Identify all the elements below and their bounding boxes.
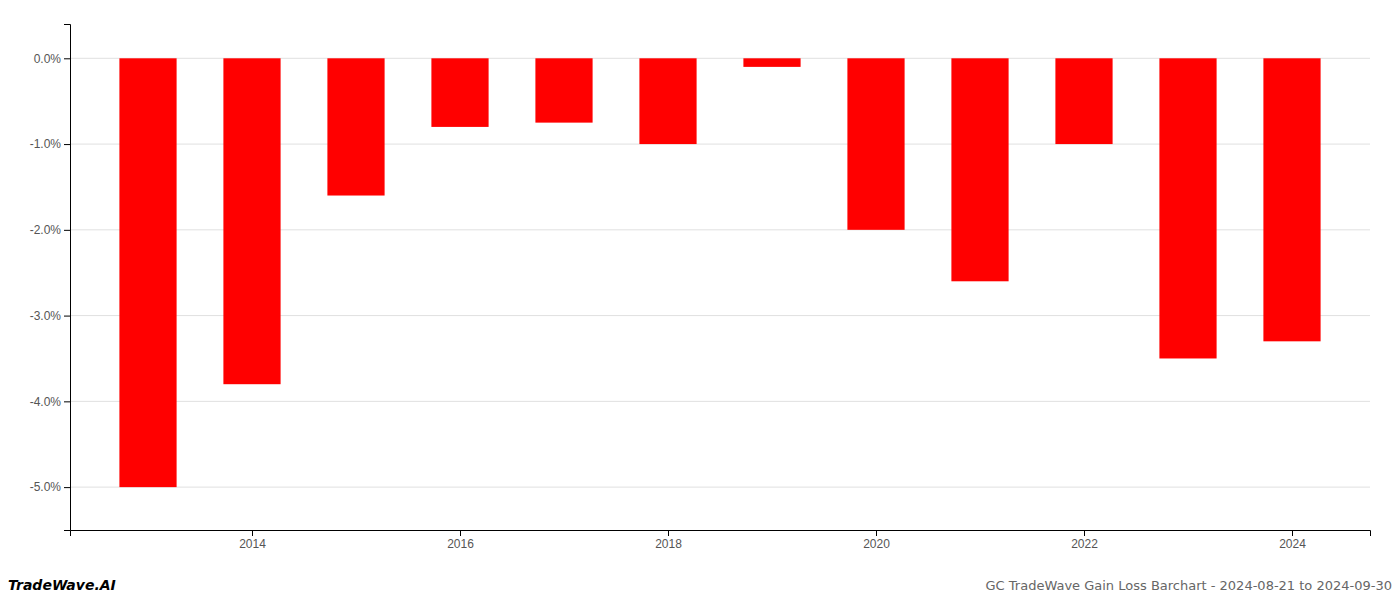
x-tick: 2024 — [1279, 530, 1306, 551]
y-axis-line — [64, 25, 71, 531]
bar — [743, 58, 800, 67]
x-tick-mark — [460, 530, 461, 536]
x-tick-label: 2024 — [1279, 537, 1306, 551]
bar — [223, 58, 280, 384]
y-tick-mark — [64, 144, 70, 145]
y-tick-label: 0.0% — [34, 52, 62, 66]
y-tick-mark — [64, 58, 70, 59]
x-tick-mark — [252, 530, 253, 536]
y-tick: -4.0% — [30, 395, 70, 409]
x-tick: 2018 — [655, 530, 682, 551]
x-tick: 2020 — [863, 530, 890, 551]
grid-line — [70, 401, 1370, 402]
bar — [327, 58, 384, 195]
y-tick: 0.0% — [34, 52, 70, 66]
x-tick-mark — [876, 530, 877, 536]
x-tick-mark — [1084, 530, 1085, 536]
y-tick-mark — [64, 316, 70, 317]
bar — [119, 58, 176, 487]
x-tick: 2014 — [239, 530, 266, 551]
bar — [431, 58, 488, 127]
y-tick: -5.0% — [30, 480, 70, 494]
bar — [639, 58, 696, 144]
x-tick-label: 2020 — [863, 537, 890, 551]
x-tick: 2016 — [447, 530, 474, 551]
bar — [1159, 58, 1216, 358]
bar — [847, 58, 904, 230]
y-tick-mark — [64, 401, 70, 402]
x-tick-mark — [668, 530, 669, 536]
grid — [70, 58, 1370, 487]
y-tick-label: -4.0% — [30, 395, 62, 409]
y-tick-label: -5.0% — [30, 480, 62, 494]
chart: 201420162018202020222024-5.0%-4.0%-3.0%-… — [0, 0, 1400, 600]
y-tick: -1.0% — [30, 137, 70, 151]
y-tick: -2.0% — [30, 223, 70, 237]
title: GC TradeWave Gain Loss Barchart - 2024-0… — [986, 578, 1392, 593]
watermark: TradeWave.AI — [8, 577, 116, 593]
x-tick-label: 2022 — [1071, 537, 1098, 551]
y-tick-mark — [64, 230, 70, 231]
grid-line — [70, 487, 1370, 488]
x-axis: 2014 2016 2018 2020 2022 2024 — [71, 530, 1371, 551]
y-axis: -5.0% -4.0% -3.0% -2.0% -1.0% 0.0% — [30, 25, 71, 531]
plot: 201420162018202020222024-5.0%-4.0%-3.0%-… — [30, 25, 1371, 551]
x-axis-line — [71, 531, 1371, 537]
y-tick: -3.0% — [30, 309, 70, 323]
y-tick-label: -3.0% — [30, 309, 62, 323]
bar — [951, 58, 1008, 281]
bars — [119, 58, 1320, 487]
bar — [1055, 58, 1112, 144]
x-tick-label: 2014 — [239, 537, 266, 551]
x-tick-label: 2016 — [447, 537, 474, 551]
x-tick-label: 2018 — [655, 537, 682, 551]
x-tick-mark — [1292, 530, 1293, 536]
y-tick-mark — [64, 487, 70, 488]
bar — [1263, 58, 1320, 341]
bar — [535, 58, 592, 122]
y-tick-label: -2.0% — [30, 223, 62, 237]
x-tick: 2022 — [1071, 530, 1098, 551]
y-tick-label: -1.0% — [30, 137, 62, 151]
